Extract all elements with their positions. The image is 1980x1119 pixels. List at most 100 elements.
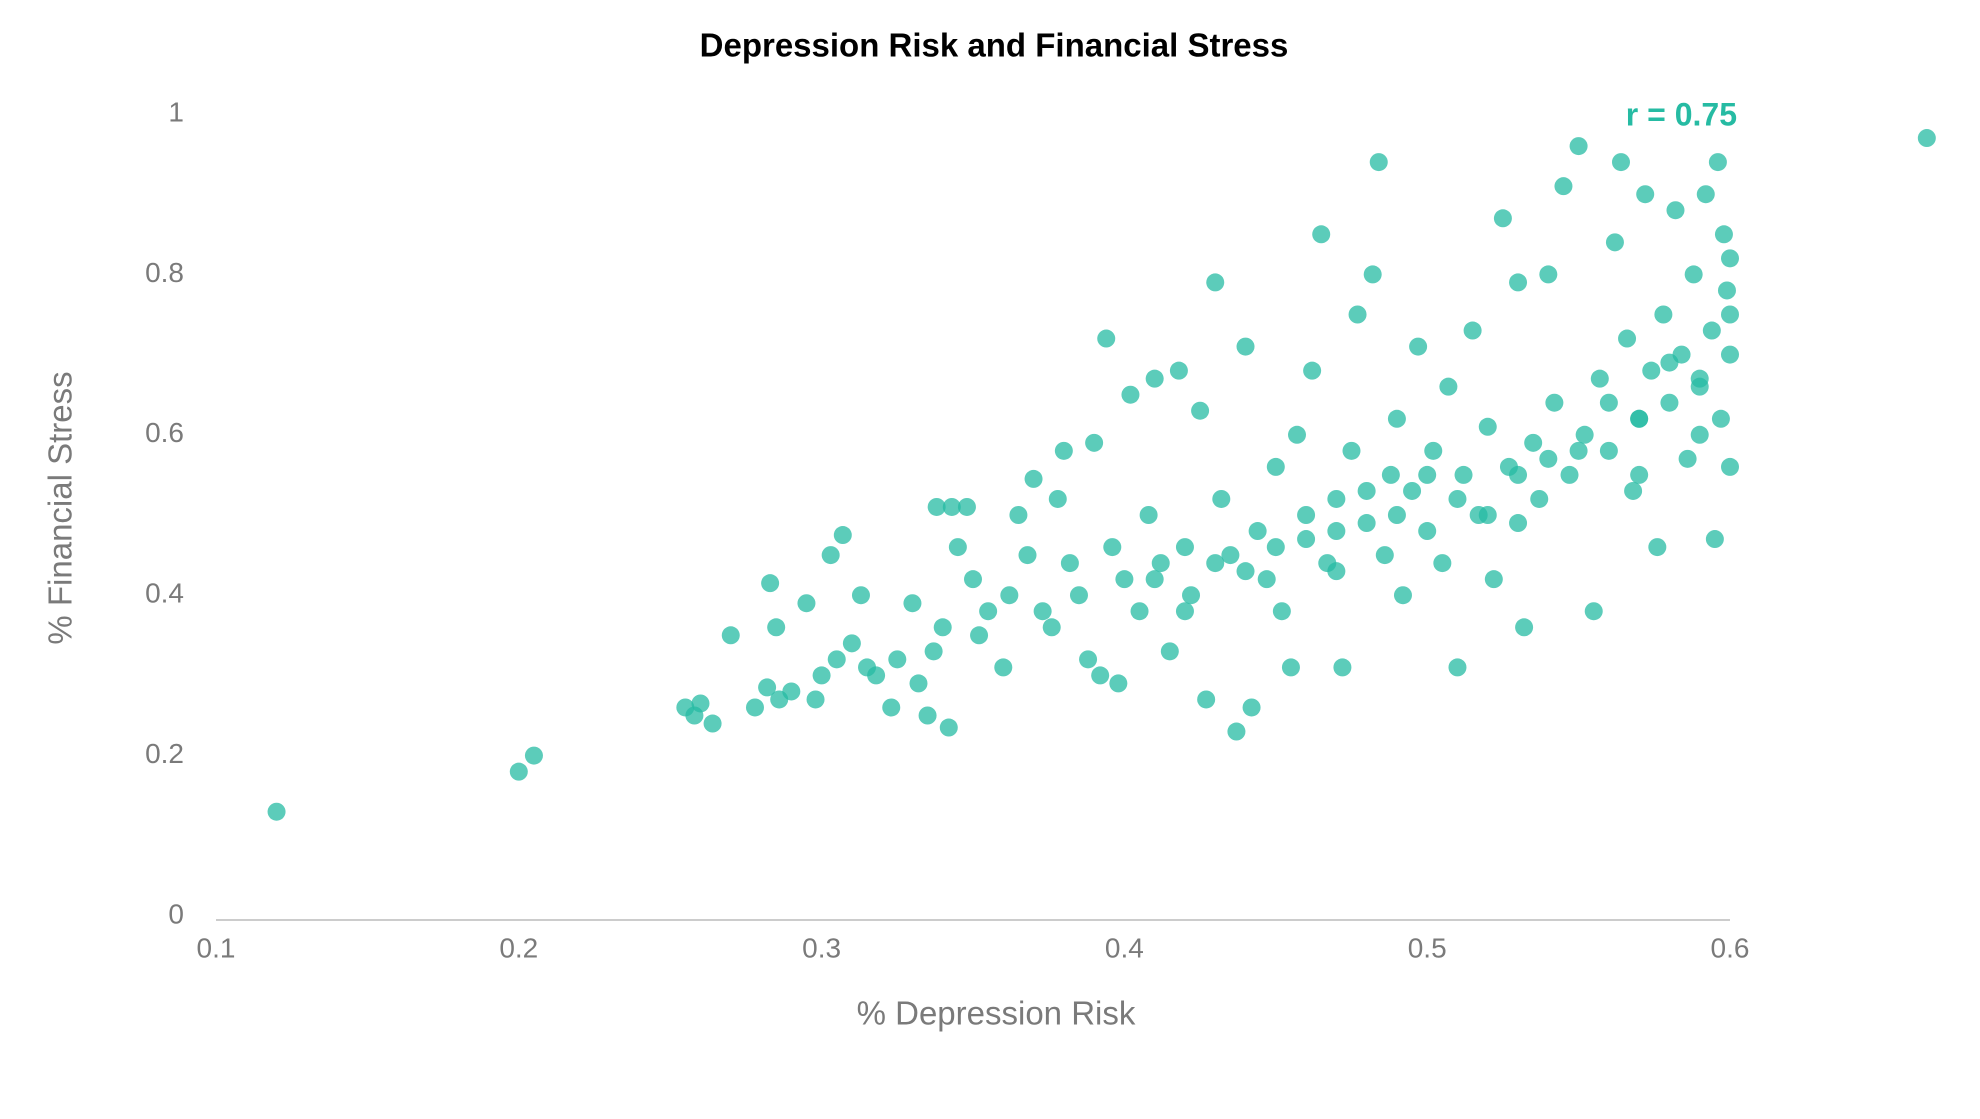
- scatter-point: [1042, 618, 1061, 637]
- scatter-point: [1145, 369, 1164, 388]
- scatter-point: [1091, 666, 1110, 685]
- scatter-point: [1160, 642, 1179, 661]
- scatter-point: [1684, 265, 1703, 284]
- scatter-point: [1721, 305, 1739, 324]
- scatter-point: [821, 546, 840, 565]
- scatter-point: [1236, 337, 1255, 356]
- scatter-point: [1375, 546, 1394, 565]
- scatter-point: [833, 526, 852, 545]
- scatter-point: [1206, 554, 1225, 573]
- scatter-point: [1705, 530, 1724, 549]
- scatter-point: [1714, 225, 1733, 244]
- scatter-point: [1266, 457, 1285, 476]
- scatter-point: [1109, 674, 1128, 693]
- scatter-point: [1418, 465, 1437, 484]
- scatter-point: [1060, 554, 1079, 573]
- scatter-point: [964, 570, 982, 589]
- scatter-point: [267, 802, 286, 821]
- scatter-point: [1648, 538, 1667, 557]
- scatter-point: [1182, 586, 1201, 605]
- y-tick-label: 0.6: [145, 417, 184, 448]
- x-tick-label: 0.1: [197, 932, 236, 963]
- scatter-point: [767, 618, 786, 637]
- scatter-point: [1236, 562, 1255, 581]
- scatter-point: [1448, 658, 1467, 677]
- scatter-point: [1584, 602, 1603, 621]
- scatter-point: [1530, 489, 1549, 508]
- scatter-point: [685, 706, 704, 725]
- x-tick-label: 0.2: [499, 932, 538, 963]
- scatter-point: [909, 674, 928, 693]
- scatter-point: [1387, 409, 1406, 428]
- scatter-point: [1018, 546, 1037, 565]
- scatter-point: [1242, 698, 1261, 717]
- scatter-point: [1409, 337, 1428, 356]
- scatter-point: [1191, 401, 1210, 420]
- scatter-point: [1599, 393, 1618, 412]
- scatter-point: [1357, 481, 1376, 500]
- scatter-point: [1654, 305, 1673, 324]
- scatter-point: [1545, 393, 1564, 412]
- scatter-point: [524, 746, 543, 765]
- scatter-point: [994, 658, 1013, 677]
- scatter-point: [1139, 506, 1158, 524]
- scatter-point: [1069, 586, 1088, 605]
- x-tick-label: 0.5: [1408, 932, 1447, 963]
- scatter-point: [827, 650, 846, 669]
- scatter-point: [758, 678, 777, 697]
- scatter-point: [1524, 433, 1543, 452]
- scatter-point: [1257, 570, 1276, 589]
- scatter-point: [1097, 329, 1116, 348]
- scatter-point: [942, 497, 961, 516]
- scatter-point: [1666, 201, 1685, 220]
- scatter-point: [1539, 265, 1558, 284]
- scatter-point: [1121, 385, 1140, 404]
- scatter-point: [1266, 538, 1285, 557]
- scatter-point: [1721, 249, 1739, 268]
- scatter-point: [1439, 377, 1458, 396]
- scatter-point: [1539, 449, 1558, 468]
- x-axis-title: % Depression Risk: [857, 995, 1136, 1032]
- scatter-point: [1493, 209, 1512, 228]
- scatter-point: [1569, 137, 1588, 156]
- scatter-point: [1618, 329, 1637, 348]
- scatter-point: [1642, 361, 1661, 380]
- scatter-point: [1287, 425, 1306, 444]
- scatter-point: [1509, 273, 1528, 292]
- scatter-point: [509, 762, 528, 781]
- scatter-point: [1381, 465, 1400, 484]
- scatter-point: [1297, 530, 1316, 549]
- scatter-point: [1711, 409, 1730, 428]
- scatter-point: [1227, 722, 1246, 741]
- scatter-point: [979, 602, 998, 621]
- scatter-point: [927, 497, 946, 516]
- scatter-point: [1221, 546, 1240, 565]
- scatter-point: [812, 666, 831, 685]
- scatter-point: [1630, 465, 1649, 484]
- x-tick-label: 0.4: [1105, 932, 1144, 963]
- scatter-point: [842, 634, 861, 653]
- scatter-point: [1424, 441, 1443, 460]
- scatter-point: [1509, 514, 1528, 533]
- scatter-point: [1281, 658, 1300, 677]
- scatter-point: [1630, 409, 1649, 428]
- scatter-point: [1448, 489, 1467, 508]
- scatter-point: [797, 594, 816, 613]
- scatter-point: [1303, 361, 1322, 380]
- scatter-point: [948, 538, 967, 557]
- scatter-point: [1387, 506, 1406, 524]
- y-tick-label: 0.8: [145, 257, 184, 288]
- scatter-point: [1009, 506, 1028, 524]
- scatter-point: [1484, 570, 1503, 589]
- scatter-point: [1721, 345, 1739, 364]
- scatter-point: [721, 626, 740, 645]
- scatter-point: [1212, 489, 1231, 508]
- scatter-point: [1575, 425, 1594, 444]
- scatter-point: [882, 698, 901, 717]
- scatter-point: [1611, 153, 1630, 172]
- scatter-point: [1463, 321, 1482, 340]
- scatter-point: [1333, 658, 1352, 677]
- scatter-point: [1272, 602, 1291, 621]
